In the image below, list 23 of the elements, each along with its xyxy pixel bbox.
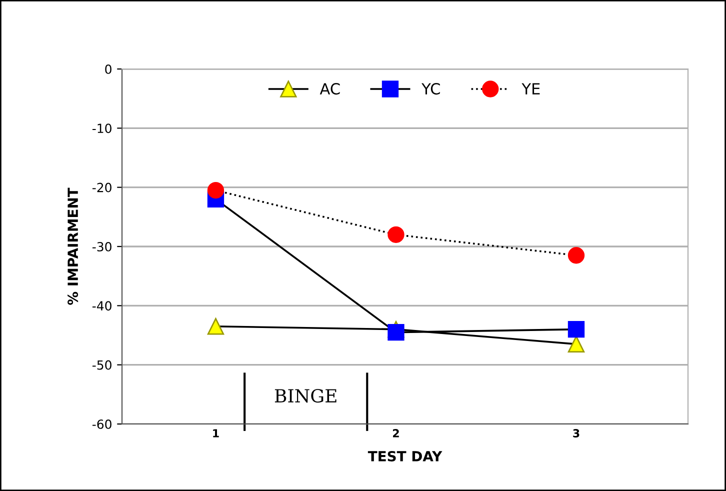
point	[568, 247, 585, 264]
legend-label: AC	[320, 83, 340, 95]
y-tick-label: -40	[92, 301, 112, 311]
point	[568, 321, 585, 338]
y-tick-label: -30	[92, 242, 112, 252]
point	[207, 318, 224, 335]
point	[568, 336, 585, 352]
x-axis-title: TEST DAY	[368, 450, 442, 462]
x-tick-label: 2	[393, 429, 399, 438]
y-tick-label: 0	[105, 64, 112, 74]
point	[207, 182, 224, 199]
legend-label: YE	[522, 83, 540, 94]
legend-label: YC	[422, 83, 440, 95]
point	[388, 226, 404, 243]
annotation: BINGE	[274, 388, 336, 403]
y-tick-label: -50	[92, 360, 112, 370]
x-tick-label: 1	[213, 429, 219, 438]
point	[388, 324, 404, 341]
x-tick-label: 3	[573, 429, 580, 438]
y-tick-label: -60	[92, 419, 112, 429]
y-tick-label: -10	[92, 124, 112, 134]
y-tick-label: -20	[92, 182, 112, 192]
y-axis-title: % IMPAIRMENT	[68, 188, 78, 305]
